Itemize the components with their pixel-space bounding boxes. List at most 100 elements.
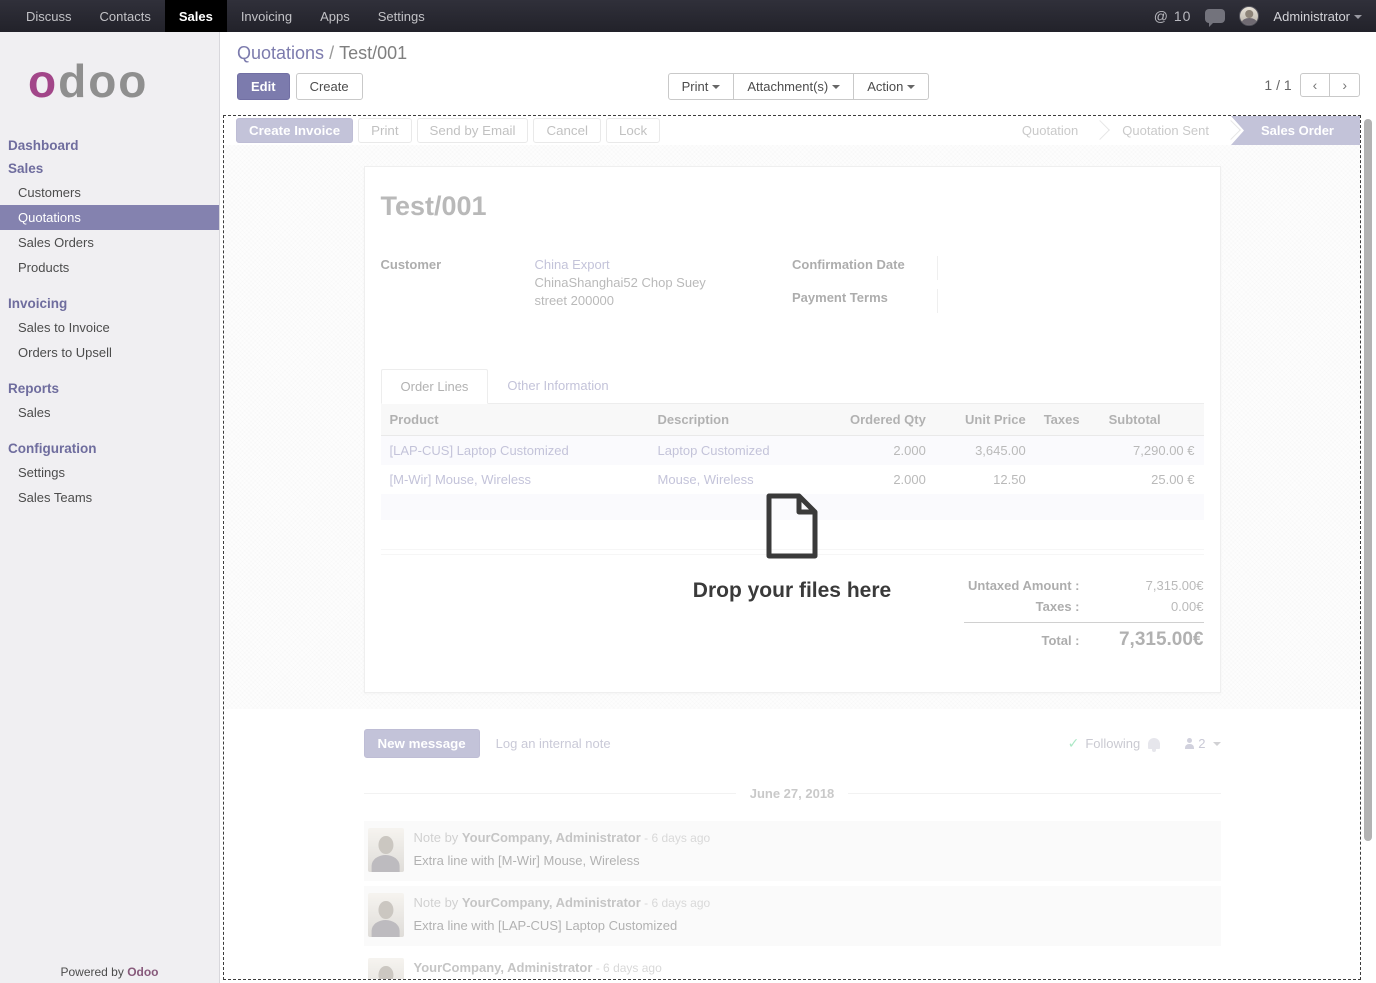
sidebar-item-sales-orders[interactable]: Sales Orders — [18, 235, 94, 250]
form-statusbar: Create Invoice Print Send by Email Cance… — [224, 116, 1360, 145]
cell-unit-price: 12.50 — [993, 472, 1026, 487]
col-taxes[interactable]: Taxes — [1034, 404, 1100, 436]
sidebar-item-customers[interactable]: Customers — [18, 185, 81, 200]
customer-field-value: China Export ChinaShanghai52 Chop Suey s… — [535, 256, 706, 322]
total-label: Total : — [1041, 633, 1080, 648]
chevron-right-icon: › — [1342, 77, 1347, 93]
create-invoice-button[interactable]: Create Invoice — [236, 118, 354, 143]
sidebar-item-sales-report[interactable]: Sales — [18, 405, 51, 420]
customer-field-label: Customer — [380, 257, 442, 272]
message-author[interactable]: YourCompany, Administrator — [413, 960, 593, 975]
chat-bubble-icon[interactable] — [1205, 9, 1226, 27]
breadcrumb-current: Test/001 — [339, 43, 408, 63]
message-author[interactable]: YourCompany, Administrator — [461, 895, 641, 910]
print-dropdown-button[interactable]: Print — [667, 73, 735, 100]
date-divider: June 27, 2018 — [363, 786, 1221, 801]
stage-sales-order[interactable]: Sales Order — [1231, 116, 1360, 145]
print-button[interactable]: Print — [358, 118, 412, 143]
message-body: Extra line with [LAP-CUS] Laptop Customi… — [413, 918, 678, 933]
stage-label: Quotation — [1021, 123, 1079, 138]
pager-previous-button[interactable]: ‹ — [1299, 73, 1331, 97]
sidebar-item-sales-to-invoice[interactable]: Sales to Invoice — [18, 320, 110, 335]
new-message-button[interactable]: New message — [363, 729, 480, 758]
sidebar-item-settings[interactable]: Settings — [18, 465, 65, 480]
message-author[interactable]: YourCompany, Administrator — [461, 830, 641, 845]
sidebar-item-orders-to-upsell[interactable]: Orders to Upsell — [18, 345, 112, 360]
edit-button[interactable]: Edit — [237, 73, 290, 100]
breadcrumb-quotations-link[interactable]: Quotations — [237, 43, 325, 63]
followers-menu[interactable]: 2 — [1184, 736, 1221, 751]
nav-settings[interactable]: Settings — [377, 8, 425, 24]
nav-sales[interactable]: Sales — [164, 0, 227, 32]
sidebar-menu: Dashboard Sales Customers Quotations Sal… — [0, 134, 219, 510]
stage-quotation-sent[interactable]: Quotation Sent — [1100, 116, 1241, 145]
col-description[interactable]: Description — [648, 404, 839, 436]
sidebar-item-dashboard[interactable]: Dashboard — [8, 138, 79, 153]
file-drop-icon — [766, 493, 818, 559]
odoo-brand-link[interactable]: Odoo — [127, 965, 159, 979]
cell-unit-price: 3,645.00 — [934, 435, 1035, 465]
quotation-sheet: Test/001 Customer China Export ChinaShan… — [363, 166, 1221, 693]
caret-down-icon — [1212, 741, 1221, 750]
sidebar-item-quotations[interactable]: Quotations — [0, 205, 219, 230]
message-avatar[interactable] — [367, 893, 404, 937]
action-dropdown-button[interactable]: Action — [853, 73, 930, 100]
vertical-scrollbar[interactable] — [1364, 119, 1372, 841]
customer-link[interactable]: China Export — [534, 257, 610, 272]
bell-icon[interactable] — [1148, 738, 1161, 752]
action-label: Action — [867, 79, 904, 94]
note-prefix: Note by — [413, 830, 462, 845]
stage-quotation[interactable]: Quotation — [1000, 116, 1111, 145]
file-dropzone[interactable]: Create Invoice Print Send by Email Cance… — [223, 115, 1361, 980]
customer-address-line2: street 200000 — [534, 293, 615, 308]
message-avatar[interactable] — [367, 828, 404, 872]
lock-button[interactable]: Lock — [605, 118, 661, 143]
log-internal-note-button[interactable]: Log an internal note — [495, 736, 611, 751]
nav-invoicing[interactable]: Invoicing — [240, 8, 293, 24]
tab-order-lines[interactable]: Order Lines — [380, 369, 489, 404]
col-subtotal[interactable]: Subtotal — [1099, 404, 1204, 436]
following-toggle[interactable]: Following — [1085, 736, 1141, 751]
user-avatar[interactable] — [1239, 6, 1260, 26]
attachments-label: Attachment(s) — [747, 79, 829, 94]
nav-discuss[interactable]: Discuss — [26, 8, 72, 24]
user-name-label: Administrator — [1273, 8, 1350, 24]
table-row[interactable]: [LAP-CUS] Laptop Customized Laptop Custo… — [380, 435, 1204, 465]
attachments-dropdown-button[interactable]: Attachment(s) — [733, 73, 855, 100]
message-timestamp: - 6 days ago — [640, 831, 711, 845]
send-by-email-button[interactable]: Send by Email — [416, 118, 529, 143]
sidebar-section-invoicing[interactable]: Invoicing — [8, 296, 68, 311]
create-button[interactable]: Create — [295, 73, 363, 100]
user-menu[interactable]: Administrator — [1273, 9, 1362, 24]
check-icon: ✓ — [1067, 735, 1080, 751]
print-label: Print — [681, 79, 709, 94]
cell-subtotal: 7,290.00 € — [1099, 435, 1204, 465]
cell-qty: 2.000 — [838, 435, 935, 465]
col-ordered-qty[interactable]: Ordered Qty — [838, 404, 935, 436]
nav-contacts[interactable]: Contacts — [99, 8, 151, 24]
col-unit-price[interactable]: Unit Price — [934, 404, 1035, 436]
sidebar-section-sales[interactable]: Sales — [8, 161, 44, 176]
payment-terms-label: Payment Terms — [792, 289, 938, 313]
faded-form-content: Create Invoice Print Send by Email Cance… — [224, 116, 1360, 979]
sidebar-item-sales-teams[interactable]: Sales Teams — [18, 490, 93, 505]
message-avatar[interactable] — [367, 958, 404, 979]
totals-block: Untaxed Amount : 7,315.00€ Taxes : 0.00€… — [963, 575, 1204, 654]
stage-label: Sales Order — [1261, 123, 1334, 138]
tab-other-information[interactable]: Other Information — [507, 378, 609, 393]
powered-by-footer: Powered by Odoo — [0, 965, 219, 979]
mentions-counter[interactable]: @ 10 — [1153, 8, 1192, 24]
sidebar-section-configuration[interactable]: Configuration — [8, 441, 97, 456]
form-sheet-background: Test/001 Customer China Export ChinaShan… — [224, 145, 1360, 709]
sidebar-section-reports[interactable]: Reports — [8, 381, 60, 396]
cell-taxes — [1035, 465, 1100, 494]
col-product[interactable]: Product — [380, 404, 649, 436]
cell-description: Laptop Customized — [648, 435, 839, 465]
table-row[interactable]: [M-Wir] Mouse, Wireless Mouse, Wireless … — [381, 465, 1204, 494]
cancel-button[interactable]: Cancel — [533, 118, 601, 143]
cell-subtotal: 25.00 € — [1151, 472, 1195, 487]
message: YourCompany, Administrator - 6 days ago … — [364, 951, 1221, 979]
sidebar-item-products[interactable]: Products — [18, 260, 70, 275]
pager-next-button[interactable]: › — [1329, 73, 1360, 97]
nav-apps[interactable]: Apps — [320, 8, 350, 24]
